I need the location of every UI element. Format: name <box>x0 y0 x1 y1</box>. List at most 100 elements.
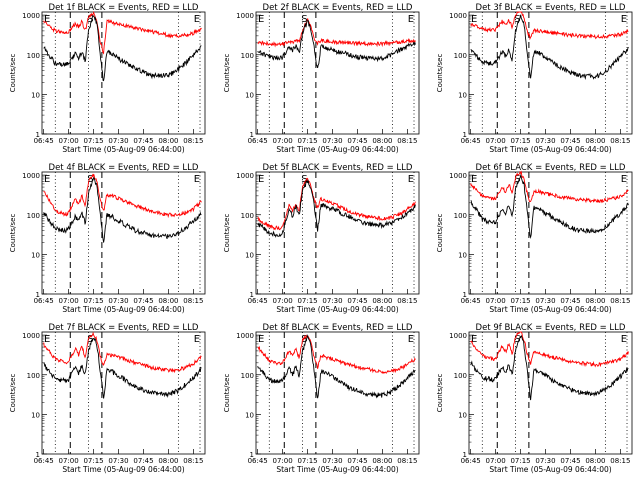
events-series-line <box>470 14 629 80</box>
detector-panel: Det 8f BLACK = Events, RED = LLD 1 10 100 10… <box>223 323 420 474</box>
x-tick-label: 07:30 <box>535 137 555 145</box>
x-tick-label: 07:45 <box>560 297 580 305</box>
panel-title: Det 6f BLACK = Events, RED = LLD <box>476 163 626 173</box>
x-tick-label: 08:00 <box>158 457 178 465</box>
x-tick-label: 07:45 <box>133 137 153 145</box>
y-tick-label: 10 <box>458 91 467 99</box>
event-marker-label: E <box>258 174 264 185</box>
x-tick-label: 06:45 <box>248 137 268 145</box>
x-axis-label: Start Time (05-Aug-09 06:44:00) <box>62 305 184 314</box>
x-tick-label: 07:15 <box>510 297 530 305</box>
y-axis-label: Counts/sec <box>436 54 444 93</box>
panel-title: Det 1f BLACK = Events, RED = LLD <box>49 3 199 13</box>
y-tick-label: 1000 <box>449 172 467 180</box>
x-tick-label: 07:15 <box>510 457 530 465</box>
panel-title: Det 2f BLACK = Events, RED = LLD <box>263 3 413 13</box>
x-axis-label: Start Time (05-Aug-09 06:44:00) <box>489 305 611 314</box>
panel-title: Det 8f BLACK = Events, RED = LLD <box>263 323 413 333</box>
x-axis-label: Start Time (05-Aug-09 06:44:00) <box>489 465 611 474</box>
detector-panel: Det 2f BLACK = Events, RED = LLD 1 10 100 10… <box>223 3 420 154</box>
x-tick-label: 07:00 <box>59 457 79 465</box>
x-tick-label: 08:15 <box>397 297 417 305</box>
x-tick-label: 07:45 <box>560 457 580 465</box>
x-tick-label: 07:00 <box>59 297 79 305</box>
y-tick-label: 100 <box>241 52 254 60</box>
x-tick-label: 08:15 <box>610 457 630 465</box>
y-tick-label: 100 <box>27 212 40 220</box>
x-tick-label: 07:15 <box>297 137 317 145</box>
detector-panel: Det 7f BLACK = Events, RED = LLD 1 10 100 10… <box>9 323 206 474</box>
x-tick-label: 07:00 <box>59 137 79 145</box>
x-axis-label: Start Time (05-Aug-09 06:44:00) <box>276 305 398 314</box>
event-marker-label: E <box>621 334 627 345</box>
x-tick-label: 07:45 <box>347 457 367 465</box>
y-tick-label: 10 <box>31 411 40 419</box>
x-tick-label: 08:15 <box>397 457 417 465</box>
events-series-line <box>43 15 202 82</box>
y-tick-label: 100 <box>241 212 254 220</box>
x-tick-label: 08:15 <box>183 297 203 305</box>
plot-frame <box>468 331 633 455</box>
x-tick-label: 07:30 <box>535 457 555 465</box>
event-marker-label: E <box>408 334 414 345</box>
x-axis-label: Start Time (05-Aug-09 06:44:00) <box>276 145 398 154</box>
plot-frame <box>41 331 206 455</box>
x-tick-label: 07:45 <box>347 297 367 305</box>
x-tick-label: 08:00 <box>585 457 605 465</box>
event-marker-label: E <box>44 174 50 185</box>
event-marker-label: S <box>514 174 520 185</box>
events-series-line <box>257 20 416 69</box>
lld-series-line <box>257 177 416 231</box>
x-tick-label: 08:00 <box>158 297 178 305</box>
events-series-line <box>257 334 416 399</box>
y-axis-label: Counts/sec <box>223 374 231 413</box>
x-tick-label: 07:15 <box>297 297 317 305</box>
x-tick-label: 07:00 <box>273 297 293 305</box>
y-tick-label: 1000 <box>236 12 254 20</box>
plot-frame <box>468 171 633 295</box>
y-tick-label: 1 <box>463 131 467 139</box>
detector-panel: Det 4f BLACK = Events, RED = LLD 1 10 100 10… <box>9 163 206 314</box>
x-tick-label: 08:15 <box>183 457 203 465</box>
x-tick-label: 08:15 <box>610 297 630 305</box>
plot-frame <box>255 171 420 295</box>
lld-series-line <box>43 331 202 374</box>
x-axis-label: Start Time (05-Aug-09 06:44:00) <box>276 465 398 474</box>
lld-series-line <box>43 10 202 55</box>
x-tick-label: 07:00 <box>486 137 506 145</box>
y-tick-label: 100 <box>454 372 467 380</box>
x-tick-label: 07:00 <box>273 137 293 145</box>
event-marker-label: E <box>621 174 627 185</box>
y-axis-label: Counts/sec <box>436 214 444 253</box>
x-tick-label: 08:00 <box>372 137 392 145</box>
lld-series-line <box>43 173 202 219</box>
y-tick-label: 1 <box>250 291 254 299</box>
x-tick-label: 06:45 <box>248 457 268 465</box>
x-tick-label: 08:00 <box>585 137 605 145</box>
x-tick-label: 08:15 <box>183 137 203 145</box>
x-tick-label: 07:30 <box>108 457 128 465</box>
events-series-line <box>257 178 416 238</box>
x-tick-label: 07:30 <box>108 137 128 145</box>
event-marker-label: S <box>301 14 307 25</box>
x-tick-label: 07:45 <box>133 297 153 305</box>
plot-frame <box>41 11 206 135</box>
x-tick-label: 07:15 <box>83 137 103 145</box>
x-tick-label: 08:00 <box>372 457 392 465</box>
y-tick-label: 1000 <box>449 332 467 340</box>
event-marker-label: E <box>408 174 414 185</box>
detector-panel: Det 5f BLACK = Events, RED = LLD 1 10 100 10… <box>223 163 420 314</box>
event-marker-label: S <box>514 334 520 345</box>
lld-series-line <box>470 11 629 41</box>
plot-frame <box>41 171 206 295</box>
x-tick-label: 07:00 <box>273 457 293 465</box>
event-marker-label: E <box>194 14 200 25</box>
event-marker-label: S <box>301 174 307 185</box>
event-marker-label: S <box>87 334 93 345</box>
y-tick-label: 1 <box>36 131 40 139</box>
x-tick-label: 06:45 <box>461 457 481 465</box>
y-tick-label: 10 <box>31 251 40 259</box>
y-tick-label: 100 <box>241 372 254 380</box>
y-axis-label: Counts/sec <box>223 54 231 93</box>
